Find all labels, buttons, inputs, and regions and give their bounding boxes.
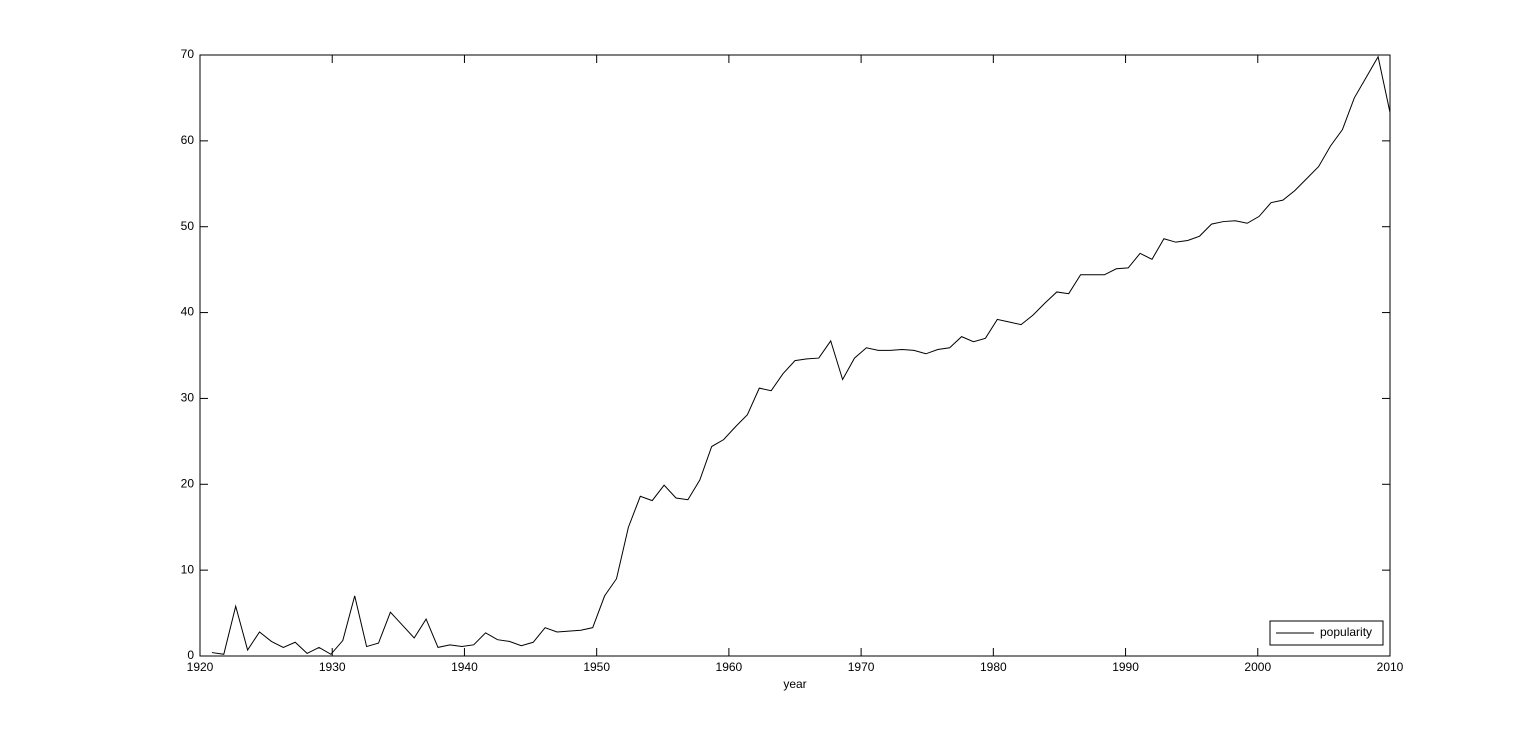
legend-label: popularity — [1320, 625, 1372, 639]
x-tick-label: 1950 — [583, 660, 610, 674]
x-tick-label: 1930 — [319, 660, 346, 674]
y-tick-label: 60 — [181, 133, 195, 147]
y-tick-label: 20 — [181, 476, 195, 490]
x-tick-label: 1980 — [980, 660, 1007, 674]
x-tick-label: 2000 — [1244, 660, 1271, 674]
y-tick-label: 50 — [181, 219, 195, 233]
x-tick-label: 2010 — [1377, 660, 1404, 674]
y-tick-label: 0 — [187, 648, 194, 662]
data-line — [211, 55, 1391, 655]
y-tick-label: 40 — [181, 305, 195, 319]
x-tick-label: 1920 — [187, 660, 214, 674]
plot-area — [199, 54, 1391, 657]
y-tick-label: 10 — [181, 562, 195, 576]
x-axis-label: year — [783, 677, 806, 691]
x-tick-label: 1970 — [848, 660, 875, 674]
x-tick-label: 1960 — [716, 660, 743, 674]
x-tick-label: 1940 — [451, 660, 478, 674]
y-tick-label: 30 — [181, 391, 195, 405]
x-tick-label: 1990 — [1112, 660, 1139, 674]
y-tick-label: 70 — [181, 47, 195, 61]
